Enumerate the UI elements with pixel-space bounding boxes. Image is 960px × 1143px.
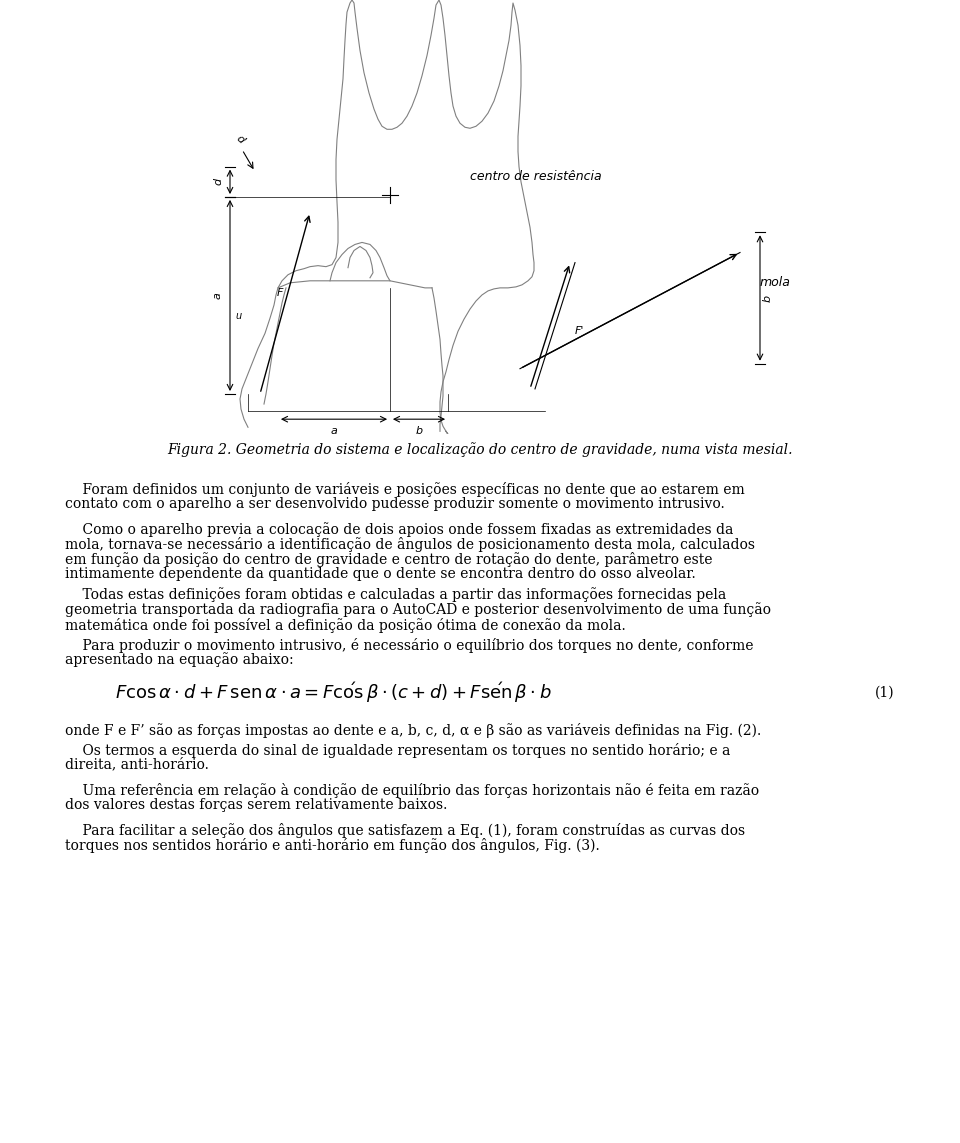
Text: geometria transportada da radiografia para o AutoCAD e posterior desenvolvimento: geometria transportada da radiografia pa… <box>65 602 771 617</box>
Text: centro de resistência: centro de resistência <box>470 170 602 183</box>
Text: mola: mola <box>760 277 791 289</box>
Text: intimamente dependente da quantidade que o dente se encontra dentro do osso alve: intimamente dependente da quantidade que… <box>65 567 696 582</box>
Text: Todas estas definições foram obtidas e calculadas a partir das informações forne: Todas estas definições foram obtidas e c… <box>65 588 727 602</box>
Text: Foram definidos um conjunto de variáveis e posições específicas no dente que ao : Foram definidos um conjunto de variáveis… <box>65 482 745 497</box>
Text: F': F' <box>575 326 585 336</box>
Text: apresentado na equação abaixo:: apresentado na equação abaixo: <box>65 653 294 668</box>
Text: Para produzir o movimento intrusivo, é necessário o equilíbrio dos torques no de: Para produzir o movimento intrusivo, é n… <box>65 638 754 653</box>
Text: a: a <box>330 426 337 437</box>
Text: Uma referência em relação à condição de equilíbrio das forças horizontais não é : Uma referência em relação à condição de … <box>65 783 759 798</box>
Text: b: b <box>763 295 773 302</box>
Text: em função da posição do centro de gravidade e centro de rotação do dente, parâme: em função da posição do centro de gravid… <box>65 552 712 567</box>
Text: u: u <box>235 311 241 321</box>
Text: d: d <box>234 134 246 145</box>
Text: contato com o aparelho a ser desenvolvido pudesse produzir somente o movimento i: contato com o aparelho a ser desenvolvid… <box>65 497 725 511</box>
Text: Os termos a esquerda do sinal de igualdade representam os torques no sentido hor: Os termos a esquerda do sinal de igualda… <box>65 743 731 758</box>
Text: (1): (1) <box>876 686 895 700</box>
Text: Como o aparelho previa a colocação de dois apoios onde fossem fixadas as extremi: Como o aparelho previa a colocação de do… <box>65 522 733 537</box>
Text: dos valores destas forças serem relativamente baixos.: dos valores destas forças serem relativa… <box>65 798 447 812</box>
Text: onde F e F’ são as forças impostas ao dente e a, b, c, d, α e β são as variáveis: onde F e F’ são as forças impostas ao de… <box>65 722 761 737</box>
Text: torques nos sentidos horário e anti-horário em função dos ângulos, Fig. (3).: torques nos sentidos horário e anti-horá… <box>65 838 600 853</box>
Text: Figura 2. Geometria do sistema e localização do centro de gravidade, numa vista : Figura 2. Geometria do sistema e localiz… <box>167 442 793 457</box>
Text: F: F <box>276 288 283 298</box>
Text: direita, anti-horário.: direita, anti-horário. <box>65 758 209 772</box>
Text: mola, tornava-se necessário a identificação de ângulos de posicionamento desta m: mola, tornava-se necessário a identifica… <box>65 537 755 552</box>
Text: b: b <box>416 426 422 437</box>
Text: matemática onde foi possível a definição da posição ótima de conexão da mola.: matemática onde foi possível a definição… <box>65 617 626 632</box>
Text: Para facilitar a seleção dos ângulos que satisfazem a Eq. (1), foram construídas: Para facilitar a seleção dos ângulos que… <box>65 823 745 838</box>
Text: d: d <box>213 178 223 185</box>
Text: $F\cos\alpha\cdot d + F\,\mathrm{sen}\,\alpha\cdot a = F\'\cos\beta\cdot(c+d)+F\: $F\cos\alpha\cdot d + F\,\mathrm{sen}\,\… <box>115 680 552 705</box>
Text: a: a <box>213 291 223 298</box>
